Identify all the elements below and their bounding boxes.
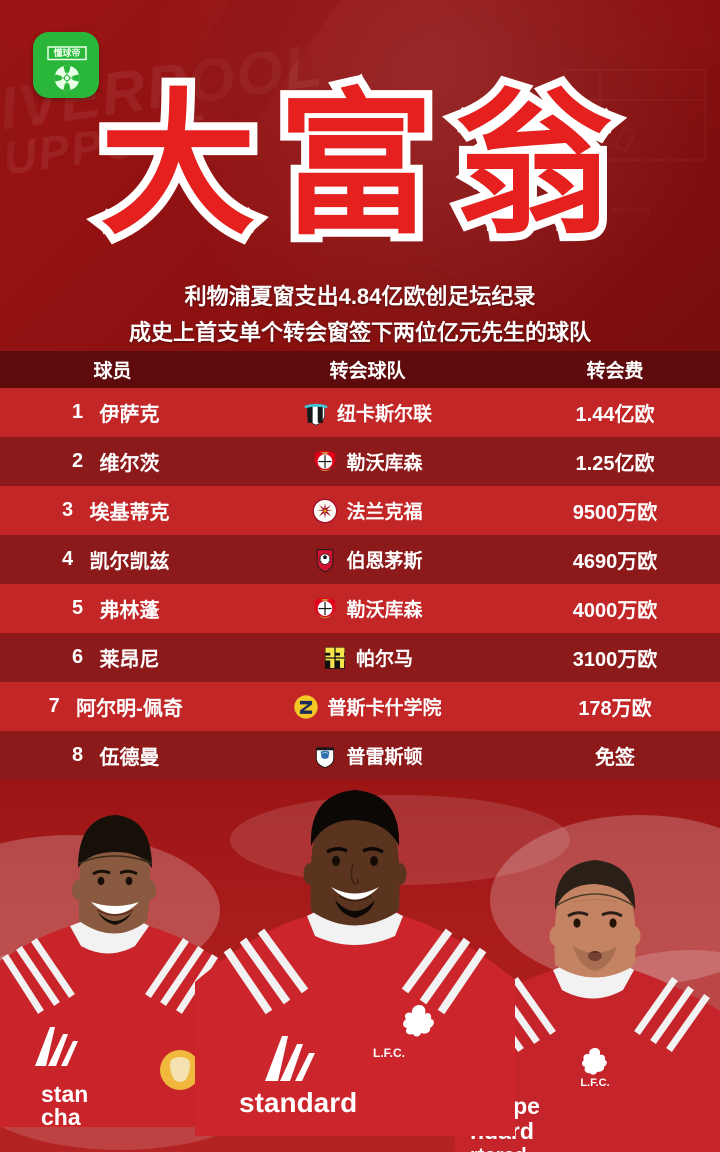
svg-text:L.F.C.: L.F.C. [373,1046,405,1060]
svg-text:懂球帝: 懂球帝 [52,47,80,58]
svg-text:rtered: rtered [470,1145,527,1152]
svg-text:L.F.C.: L.F.C. [580,1077,609,1089]
svg-text:cha: cha [41,1104,81,1127]
svg-text:standard: standard [239,1087,357,1118]
